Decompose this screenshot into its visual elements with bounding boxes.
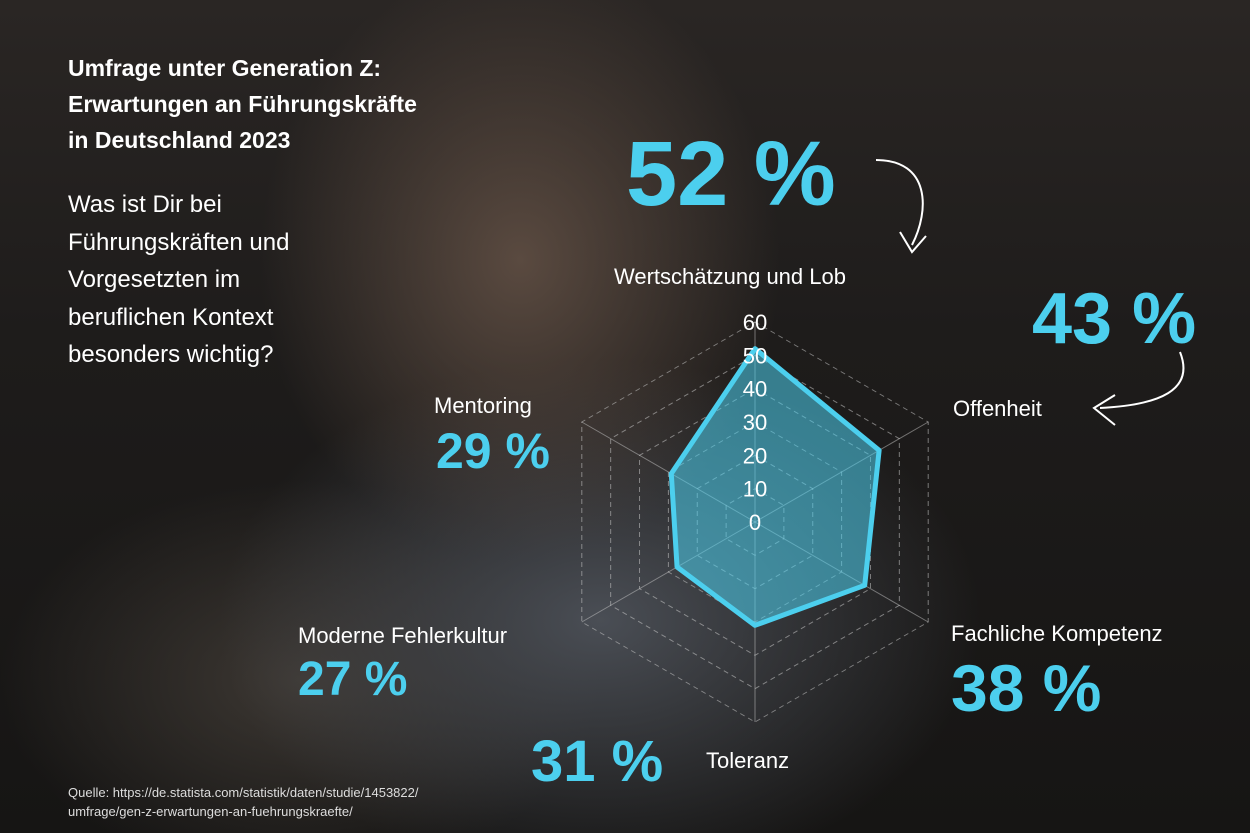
value-label-mentoring: 29 % <box>436 423 550 479</box>
arrow-head-icon <box>899 231 927 254</box>
title-line: Erwartungen an Führungskräfte <box>68 91 417 117</box>
tick-label: 40 <box>743 377 767 402</box>
source-line: Quelle: https://de.statista.com/statisti… <box>68 785 419 800</box>
axis-label-offenheit: Offenheit <box>953 396 1042 421</box>
tick-label: 30 <box>743 410 767 435</box>
arrow-icon <box>1099 351 1185 409</box>
question-line: Führungskräften und <box>68 228 290 256</box>
title-line: Umfrage unter Generation Z: <box>68 55 382 81</box>
data-point <box>862 583 867 588</box>
title-line: in Deutschland 2023 <box>68 127 291 153</box>
data-point <box>669 471 674 476</box>
tick-label: 50 <box>743 343 767 368</box>
data-point <box>753 346 757 351</box>
question-line: beruflichen Kontext <box>68 303 274 331</box>
data-point <box>877 448 882 453</box>
axis-label-fehlerkultur: Moderne Fehlerkultur <box>298 623 508 648</box>
survey-question: Was ist Dir bei Führungskräften und Vorg… <box>68 186 388 374</box>
value-label-offenheit: 43 % <box>1032 279 1197 359</box>
arrow-icon <box>875 159 924 246</box>
value-label-toleranz: 31 % <box>531 729 664 794</box>
question-line: Vorgesetzten im <box>68 266 241 293</box>
axis-label-fachliche-kompetenz: Fachliche Kompetenz <box>951 621 1163 646</box>
data-point <box>753 623 757 628</box>
source-line: umfrage/gen-z-erwartungen-an-fuehrungskr… <box>68 804 353 819</box>
question-line: Was ist Dir bei <box>68 191 222 218</box>
tick-label: 60 <box>743 310 767 335</box>
tick-label: 20 <box>743 443 767 468</box>
axis-label-toleranz: Toleranz <box>706 748 790 773</box>
data-point <box>675 565 680 569</box>
axis-label-mentoring: Mentoring <box>434 393 532 418</box>
tick-label: 10 <box>743 477 767 502</box>
source-note: Quelle: https://de.statista.com/statisti… <box>68 783 418 821</box>
value-label-fehlerkultur: 27 % <box>298 653 408 706</box>
axis-label-wertschaetzung: Wertschätzung und Lob <box>614 264 846 289</box>
question-line: besonders wichtig? <box>68 341 274 368</box>
arrow-head-icon <box>1092 394 1116 426</box>
series-area <box>668 346 882 628</box>
tick-label: 0 <box>749 510 761 535</box>
value-label-fachliche-kompetenz: 38 % <box>951 651 1102 725</box>
page-title: Umfrage unter Generation Z: Erwartungen … <box>68 50 417 158</box>
value-label-wertschaetzung: 52 % <box>626 123 836 225</box>
